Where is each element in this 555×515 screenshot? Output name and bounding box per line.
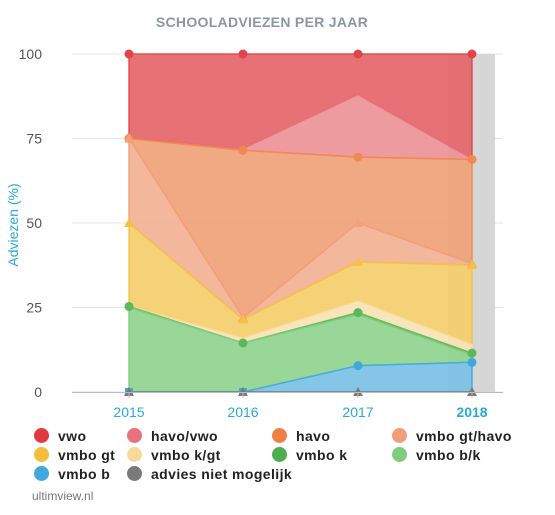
marker-vmbo-gt — [124, 218, 134, 227]
legend-label: vmbo k — [296, 446, 348, 463]
legend-item[interactable]: vmbo k/gt — [127, 447, 272, 463]
marker-vmbo-gt-havo — [124, 133, 134, 143]
legend: vwo havo/vwo havo vmbo gt/havo vmbo gt vmbo k… — [34, 426, 544, 483]
legend-item[interactable]: vmbo k — [272, 447, 392, 463]
marker-advies-niet-mogelijk — [238, 387, 248, 396]
marker-havo — [353, 152, 363, 162]
legend-item[interactable]: havo/vwo — [127, 428, 272, 444]
marker-vmbo-k — [124, 301, 134, 311]
legend-label: havo — [296, 427, 331, 444]
marker-advies-niet-mogelijk — [467, 387, 477, 396]
marker-havo — [238, 145, 248, 155]
legend-swatch — [127, 466, 142, 481]
legend-swatch — [34, 447, 49, 462]
legend-item[interactable]: vmbo b/k — [392, 447, 542, 463]
legend-label: havo/vwo — [151, 427, 218, 444]
legend-swatch — [127, 428, 142, 443]
legend-swatch — [272, 447, 287, 462]
legend-swatch — [34, 466, 49, 481]
x-tick-label: 2018 — [456, 404, 487, 420]
legend-item[interactable]: vmbo gt/havo — [392, 428, 542, 444]
legend-item[interactable]: vwo — [34, 428, 127, 444]
chart: SCHOOLADVIEZEN PER JAAR 0 25 50 75 100 2015 20… — [5, 14, 503, 420]
marker-vmbo-gt — [238, 314, 248, 324]
marker-vmbo-k — [238, 338, 248, 348]
axes: 0 25 50 75 100 2015 2016 2017 2018 — [19, 46, 503, 420]
x-tick-label: 2015 — [113, 404, 144, 420]
legend-label: vmbo b/k — [416, 446, 481, 463]
marker-vmbo-k — [353, 308, 363, 318]
legend-item[interactable]: advies niet mogelijk — [127, 466, 387, 482]
marker-vmbo-gt — [353, 256, 363, 266]
legend-row: vmbo b advies niet mogelijk — [34, 464, 544, 483]
legend-item[interactable]: havo — [272, 428, 392, 444]
marker-vmbo-gt-havo — [353, 218, 363, 227]
marker-vmbo-b — [467, 357, 477, 367]
legend-label: vmbo b — [58, 465, 111, 482]
marker-havo — [467, 154, 477, 164]
y-tick-label: 25 — [26, 300, 42, 316]
marker-vwo — [353, 49, 363, 59]
legend-label: vmbo k/gt — [151, 446, 221, 463]
legend-swatch — [127, 447, 142, 462]
y-tick-label: 100 — [19, 46, 43, 62]
data-markers — [124, 49, 477, 396]
marker-advies-niet-mogelijk — [124, 387, 134, 396]
marker-vmbo-gt — [467, 260, 477, 270]
legend-row: vwo havo/vwo havo vmbo gt/havo — [34, 426, 544, 445]
y-axis-label: Adviezen (%) — [5, 183, 21, 266]
legend-label: vmbo gt — [58, 446, 116, 463]
x-tick-label: 2016 — [227, 404, 258, 420]
legend-swatch — [34, 428, 49, 443]
y-tick-label: 75 — [26, 131, 42, 147]
legend-item[interactable]: vmbo b — [34, 466, 127, 482]
legend-label: vwo — [58, 427, 87, 444]
marker-vwo — [238, 49, 248, 59]
x-tick-label: 2017 — [342, 404, 373, 420]
y-tick-label: 0 — [34, 384, 42, 400]
legend-swatch — [272, 428, 287, 443]
legend-label: vmbo gt/havo — [416, 427, 512, 444]
marker-vwo — [467, 49, 477, 59]
legend-row: vmbo gt vmbo k/gt vmbo k vmbo b/k — [34, 445, 544, 464]
legend-swatch — [392, 447, 407, 462]
legend-swatch — [392, 428, 407, 443]
area-layers — [127, 53, 473, 393]
marker-advies-niet-mogelijk — [353, 387, 363, 396]
y-tick-label: 50 — [26, 215, 42, 231]
legend-item[interactable]: vmbo gt — [34, 447, 127, 463]
marker-vmbo-b — [353, 361, 363, 371]
marker-vwo — [124, 49, 134, 59]
legend-label: advies niet mogelijk — [151, 465, 293, 482]
credit-text: ultimview.nl — [32, 489, 94, 503]
marker-vmbo-k — [467, 348, 477, 358]
chart-title: SCHOOLADVIEZEN PER JAAR — [156, 14, 368, 30]
